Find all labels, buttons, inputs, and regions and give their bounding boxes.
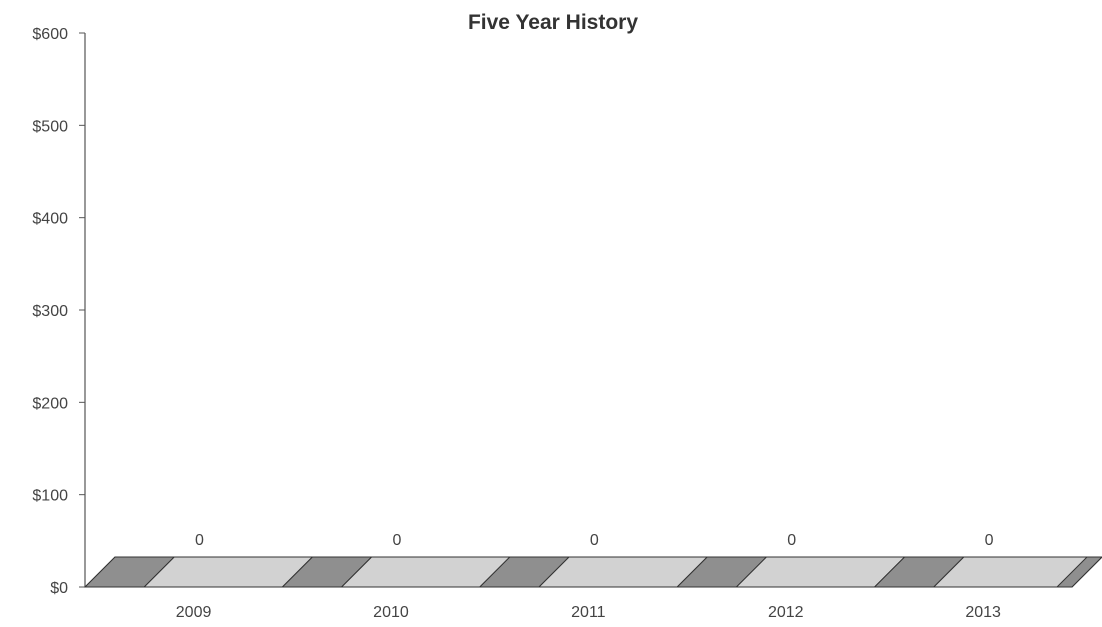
- y-tick-label: $600: [32, 26, 68, 43]
- x-tick-label: 2013: [965, 604, 1001, 621]
- data-label: 0: [590, 532, 599, 549]
- y-tick-label: $300: [32, 303, 68, 320]
- data-label: 0: [787, 532, 796, 549]
- data-label: 0: [985, 532, 994, 549]
- bars: [83, 556, 1102, 588]
- y-tick-label: $100: [32, 488, 68, 505]
- x-tick-label: 2010: [373, 604, 409, 621]
- floor-end-segment: [1055, 556, 1102, 588]
- y-tick-label: $200: [32, 395, 68, 412]
- axes: [79, 32, 1102, 588]
- chart-title: Five Year History: [468, 11, 638, 34]
- y-tick-label: $400: [32, 211, 68, 228]
- y-tick-label: $0: [50, 580, 68, 597]
- x-tick-label: 2012: [768, 604, 804, 621]
- data-label: 0: [392, 532, 401, 549]
- data-label: 0: [195, 532, 204, 549]
- y-axis-ticks: $0 $100 $200 $300 $400 $500 $600: [32, 26, 68, 597]
- x-tick-label: 2011: [571, 604, 606, 621]
- x-axis-ticks: 2009 2010 2011 2012 2013: [176, 604, 1001, 621]
- y-tick-label: $500: [32, 118, 68, 135]
- bar: [932, 556, 1102, 588]
- x-tick-label: 2009: [176, 604, 212, 621]
- data-labels: 0 0 0 0 0: [195, 532, 994, 549]
